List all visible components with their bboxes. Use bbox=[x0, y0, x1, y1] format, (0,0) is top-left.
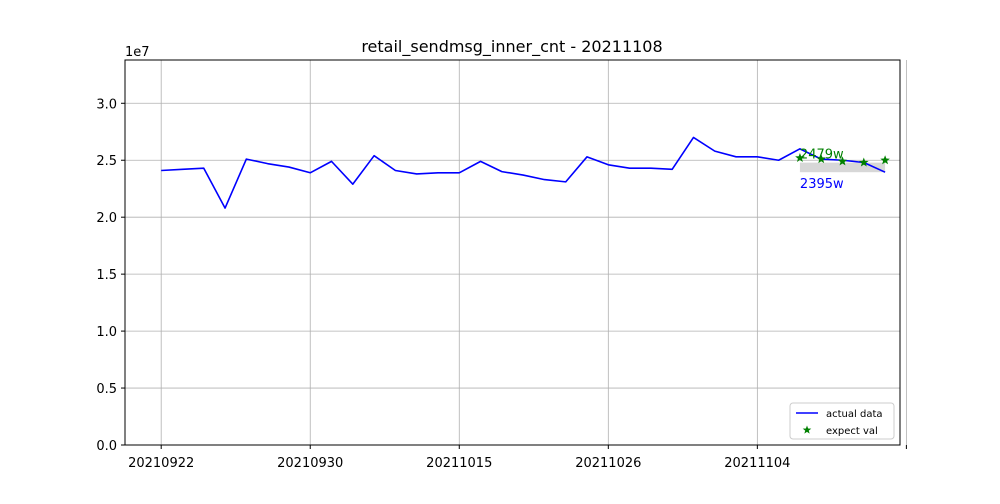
y-axis-offset-label: 1e7 bbox=[125, 45, 150, 60]
y-tick-label: 2.0 bbox=[96, 211, 117, 226]
x-tick-label: 20211015 bbox=[426, 456, 492, 471]
x-tick-label: 20210930 bbox=[277, 456, 343, 471]
actual-data-line bbox=[161, 137, 885, 208]
y-tick-label: 1.5 bbox=[96, 268, 117, 283]
x-tick-label: 20211026 bbox=[575, 456, 641, 471]
x-tick-label: 20210922 bbox=[128, 456, 194, 471]
y-tick-label: 2.5 bbox=[96, 154, 117, 169]
x-tick-label: 20211104 bbox=[724, 456, 790, 471]
y-tick-label: 0.5 bbox=[96, 382, 117, 397]
legend-label: actual data bbox=[826, 409, 883, 420]
legend: actual data expect val bbox=[790, 403, 894, 439]
y-tick-label: 0.0 bbox=[96, 439, 117, 454]
x-axis: 20210922 20210930 20211015 20211026 20211104 bbox=[128, 445, 906, 471]
chart-title: retail_sendmsg_inner_cnt - 20211108 bbox=[361, 37, 662, 57]
annotation-label: 2479w bbox=[800, 148, 844, 163]
plot-frame bbox=[125, 60, 900, 445]
y-axis: 0.0 0.5 1.0 1.5 2.0 2.5 3.0 bbox=[96, 97, 125, 454]
series-actual-data bbox=[161, 137, 885, 208]
y-tick-label: 1.0 bbox=[96, 325, 117, 340]
expect-range-band bbox=[800, 163, 885, 173]
grid-lines bbox=[125, 60, 906, 445]
annotation-label: 2395w bbox=[800, 177, 844, 192]
legend-label: expect val bbox=[826, 426, 878, 437]
y-tick-label: 3.0 bbox=[96, 97, 117, 112]
